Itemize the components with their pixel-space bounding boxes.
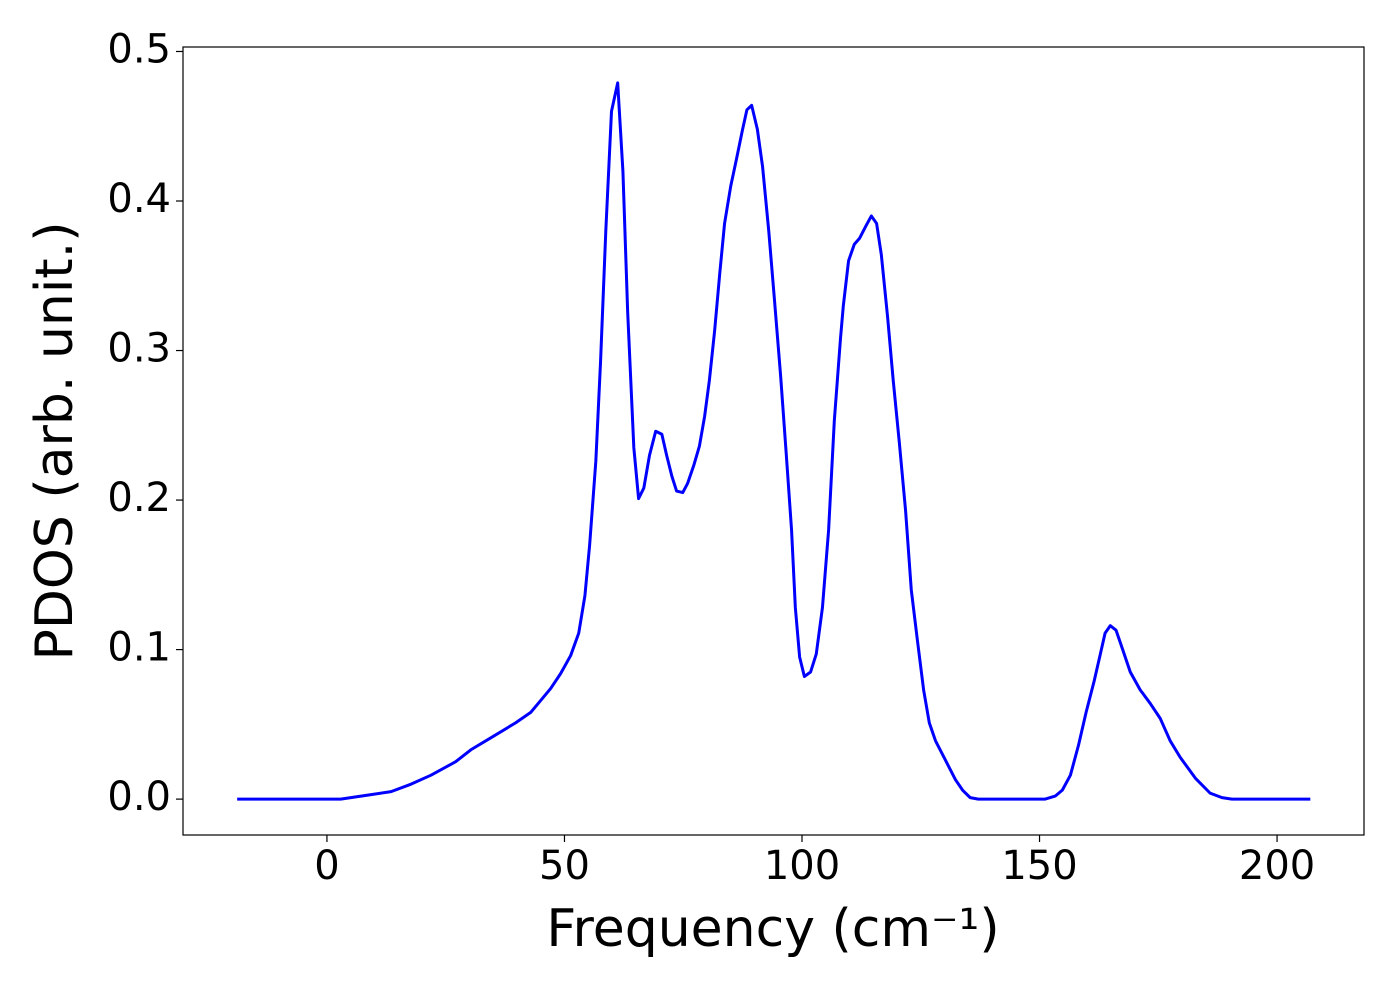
x-tick-label: 150 [1001,843,1077,889]
x-tick-label: 200 [1239,843,1315,889]
y-tick-label: 0.4 [107,176,171,222]
y-tick-label: 0.5 [107,26,171,72]
x-tick-label: 50 [539,843,590,889]
y-axis-label: PDOS (arb. unit.) [25,221,85,660]
y-tick-label: 0.1 [107,625,171,671]
x-tick-label: 100 [764,843,840,889]
y-tick-label: 0.2 [107,475,171,521]
data-line [237,81,1311,801]
y-tick-label: 0.3 [107,326,171,372]
x-axis-label: Frequency (cm⁻¹) [546,899,999,959]
plot-frame [182,46,1365,836]
x-tick-label: 0 [314,843,339,889]
y-tick-label: 0.0 [107,774,171,820]
